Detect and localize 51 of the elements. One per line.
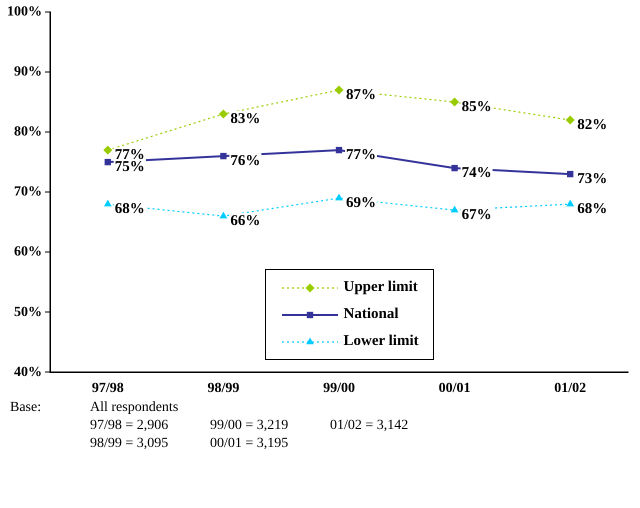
point: [566, 200, 574, 206]
y-tick-label: 60%: [14, 244, 42, 260]
y-tick-label: 100%: [7, 4, 42, 20]
text: 77%: [346, 146, 376, 163]
legend-label: National: [344, 306, 399, 324]
text: 98/99 = 3,095: [90, 436, 168, 452]
text: 76%: [230, 152, 260, 169]
point: [451, 164, 458, 172]
y-tick-label: 40%: [14, 364, 42, 380]
point: [336, 146, 342, 154]
point: [334, 86, 344, 95]
y-tick-label: 50%: [14, 304, 42, 320]
text: 99/00 = 3,219: [210, 418, 288, 434]
x-tick-label: 00/01: [438, 381, 471, 396]
point: [450, 98, 460, 107]
point: [567, 170, 574, 178]
point: [104, 200, 112, 206]
y-tick-label: 80%: [14, 124, 42, 140]
text: 69%: [346, 194, 376, 211]
text: 68%: [577, 200, 608, 217]
text: 83%: [230, 110, 260, 127]
text: 85%: [462, 98, 492, 115]
legend-label: Upper limit: [344, 279, 418, 296]
point: [566, 116, 575, 125]
point: [220, 152, 227, 160]
point: [220, 212, 228, 218]
point: [218, 110, 228, 119]
y-tick-label: 90%: [14, 64, 42, 80]
text: 67%: [462, 206, 492, 223]
x-tick-label: 01/02: [554, 381, 586, 396]
x-tick-label: 97/98: [92, 381, 124, 396]
text: 68%: [114, 200, 145, 217]
x-tick-label: 98/99: [207, 381, 240, 396]
legend-label: Lower limit: [344, 333, 419, 350]
y-tick-label: 70%: [14, 184, 42, 200]
text: 66%: [230, 212, 260, 229]
text: All respondents: [90, 400, 178, 416]
x-tick-label: 99/00: [323, 381, 355, 396]
point: [335, 194, 343, 200]
text: 97/98 = 2,906: [90, 418, 168, 434]
text: 73%: [577, 170, 608, 187]
point: [450, 206, 458, 212]
text: 82%: [577, 116, 608, 133]
text: 75%: [114, 158, 145, 175]
point: [104, 158, 111, 166]
text: 00/01 = 3,195: [210, 436, 288, 452]
point: [103, 146, 112, 155]
text: Base:: [10, 400, 42, 416]
text: 01/02 = 3,142: [330, 418, 408, 434]
text: 74%: [462, 164, 492, 181]
text: 87%: [346, 86, 376, 103]
